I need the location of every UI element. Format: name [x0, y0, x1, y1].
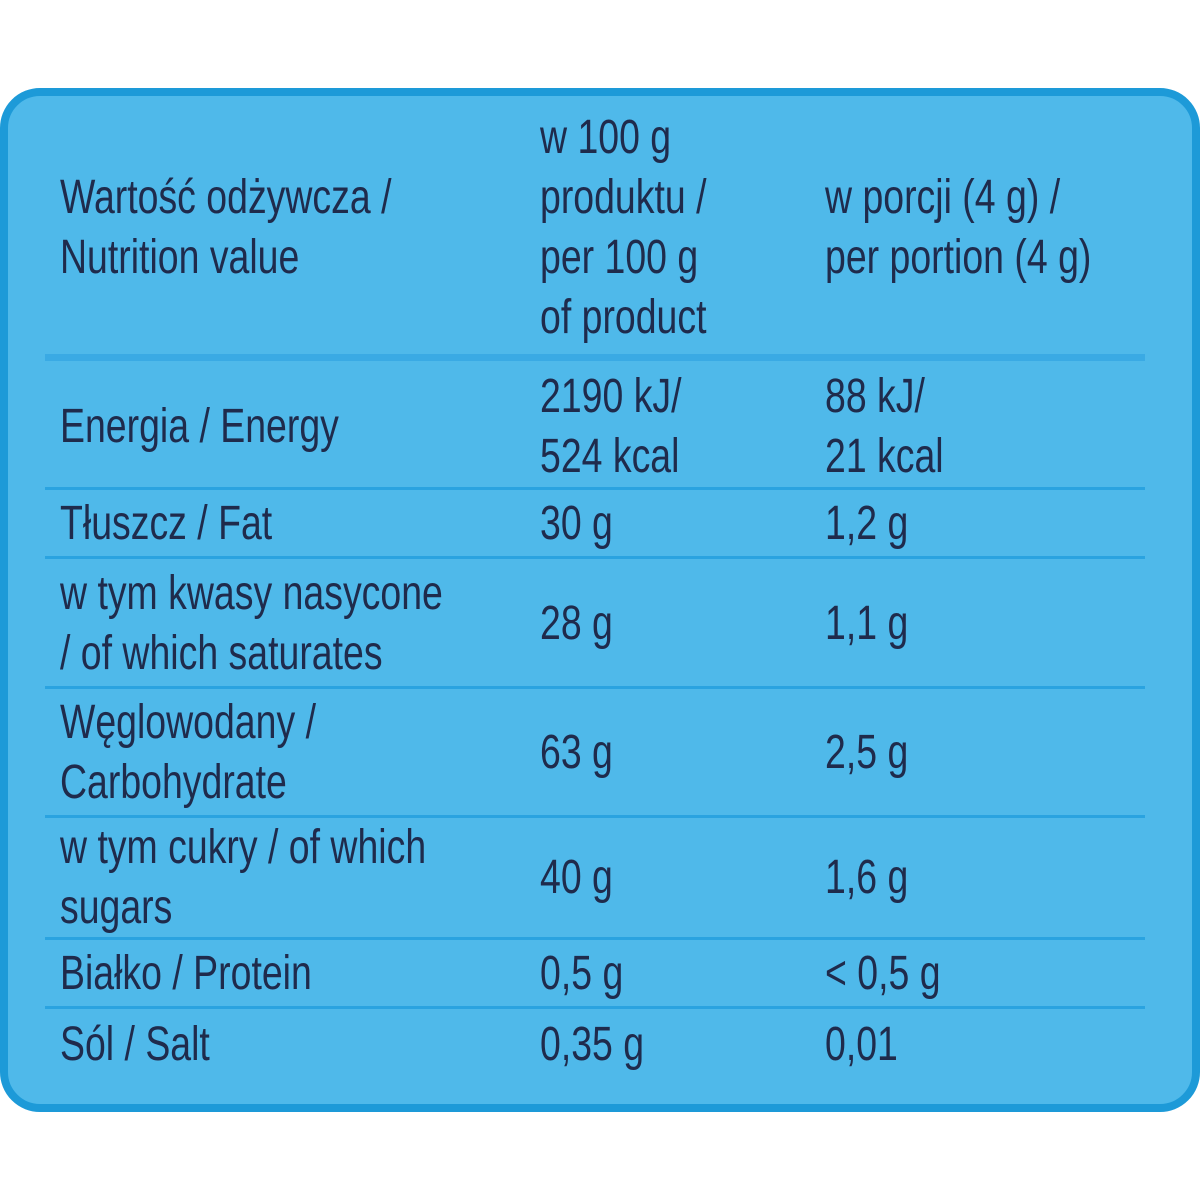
cell-line: 1,2 g [825, 497, 909, 550]
cell-line: 1,6 g [825, 851, 909, 904]
cell-line: Białko / Protein [60, 947, 312, 1000]
cell-line: Carbohydrate [60, 756, 287, 809]
header-separator [45, 354, 1145, 361]
nutrient-name: w tym cukry / of which sugars [60, 818, 529, 938]
cell-line: Wartość odżywcza / [60, 170, 392, 224]
cell-line: 2,5 g [825, 726, 909, 779]
nutrient-name: Białko / Protein [60, 940, 383, 1008]
cell-line: Węglowodany / [60, 696, 316, 749]
cell-line: sugars [60, 881, 173, 934]
cell-line: 30 g [540, 497, 613, 550]
nutrient-name: Energia / Energy [60, 365, 418, 488]
cell-line: w tym kwasy nasycone [60, 567, 443, 620]
cell-line: 0,01 [825, 1018, 898, 1071]
cell-line: per 100 g [540, 230, 699, 284]
cell-line: 0,35 g [540, 1018, 645, 1071]
cell-line: 88 kJ/ [825, 369, 925, 423]
cell-line: Tłuszcz / Fat [60, 497, 273, 550]
nutrient-value: 1,1 g [825, 560, 932, 688]
cell-line: < 0,5 g [825, 947, 941, 1000]
row-separator [45, 815, 1145, 818]
cell-line: 40 g [540, 851, 613, 904]
cell-line: Sól / Salt [60, 1018, 210, 1071]
nutrient-value: 2,5 g [825, 690, 932, 816]
cell-line: 1,1 g [825, 597, 909, 650]
row-separator [45, 686, 1145, 689]
header-cell: Wartość odżywcza / Nutrition value [60, 105, 485, 350]
nutrient-value: < 0,5 g [825, 940, 973, 1008]
nutrient-value: 0,35 g [540, 1010, 673, 1080]
nutrient-name: Węglowodany / Carbohydrate [60, 690, 388, 816]
nutrient-value: 30 g [540, 490, 633, 558]
nutrition-panel [0, 88, 1200, 1112]
cell-line: produktu / [540, 170, 707, 224]
cell-line: / of which saturates [60, 627, 383, 680]
nutrient-name: Sól / Salt [60, 1010, 252, 1080]
cell-line: of product [540, 290, 707, 344]
cell-line: 2190 kJ/ [540, 369, 682, 423]
row-separator [45, 937, 1145, 940]
nutrient-value: 0,5 g [540, 940, 647, 1008]
nutrient-value: 88 kJ/21 kcal [825, 365, 977, 488]
cell-line: w 100 g [540, 110, 672, 164]
row-separator [45, 1006, 1145, 1009]
nutrient-name: w tym kwasy nasycone / of which saturates [60, 560, 551, 688]
cell-line: 63 g [540, 726, 613, 779]
cell-line: w tym cukry / of which [60, 821, 427, 874]
nutrient-value: 1,2 g [825, 490, 932, 558]
cell-line: w porcji (4 g) / [825, 170, 1061, 224]
row-separator [45, 487, 1145, 490]
cell-line: Nutrition value [60, 230, 300, 284]
nutrient-value: 2190 kJ/524 kcal [540, 365, 721, 488]
cell-line: 28 g [540, 597, 613, 650]
header-cell: w 100 g produktu / per 100 g of product [540, 105, 753, 350]
nutrient-value: 40 g [540, 818, 633, 938]
nutrient-value: 28 g [540, 560, 633, 688]
nutrient-name: Tłuszcz / Fat [60, 490, 332, 558]
cell-line: per portion (4 g) [825, 230, 1092, 284]
nutrient-value: 0,01 [825, 1010, 918, 1080]
cell-line: 0,5 g [540, 947, 624, 1000]
nutrient-value: 1,6 g [825, 818, 932, 938]
cell-line: Energia / Energy [60, 399, 339, 453]
nutrient-value: 63 g [540, 690, 633, 816]
row-separator [45, 556, 1145, 559]
cell-line: 524 kcal [540, 429, 680, 483]
cell-line: 21 kcal [825, 429, 944, 483]
header-cell: w porcji (4 g) / per portion (4 g) [825, 105, 1167, 350]
